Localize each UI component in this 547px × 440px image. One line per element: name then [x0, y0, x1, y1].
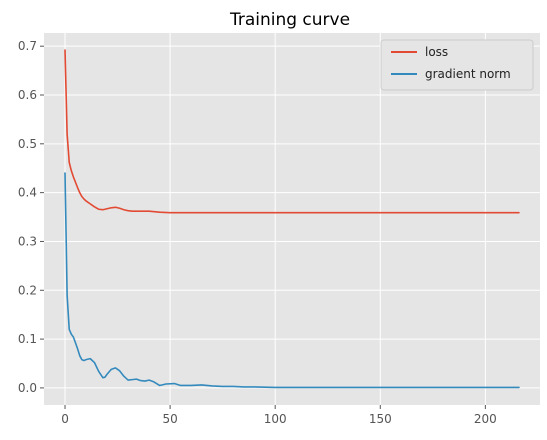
x-tick-label: 50 [162, 412, 177, 426]
y-tick-label: 0.7 [18, 39, 37, 53]
legend: loss gradient norm [380, 39, 534, 91]
y-tick-label: 0.0 [18, 381, 37, 395]
x-tick-label: 150 [369, 412, 392, 426]
y-tick-label: 0.3 [18, 234, 37, 248]
y-tick-label: 0.5 [18, 137, 37, 151]
x-tick-label: 100 [264, 412, 287, 426]
series-line-loss [64, 49, 520, 214]
x-tick-label: 200 [474, 412, 497, 426]
y-tick-label: 0.4 [18, 186, 37, 200]
y-tick-label: 0.1 [18, 332, 37, 346]
series-lines [64, 49, 520, 389]
y-tick-label: 0.6 [18, 88, 37, 102]
legend-label-loss: loss [425, 45, 448, 59]
y-tick-label: 0.2 [18, 283, 37, 297]
legend-box [380, 39, 534, 91]
legend-label-gradient-norm: gradient norm [425, 67, 511, 81]
chart-title: Training curve [229, 10, 350, 30]
series-line-gradient-norm [64, 172, 520, 389]
tick-labels: 0.0 0.1 0.2 0.3 0.4 0.5 0.6 0.7 0 50 100 150 200 [18, 39, 497, 426]
grid-lines [44, 33, 540, 405]
x-tick-label: 0 [61, 412, 69, 426]
